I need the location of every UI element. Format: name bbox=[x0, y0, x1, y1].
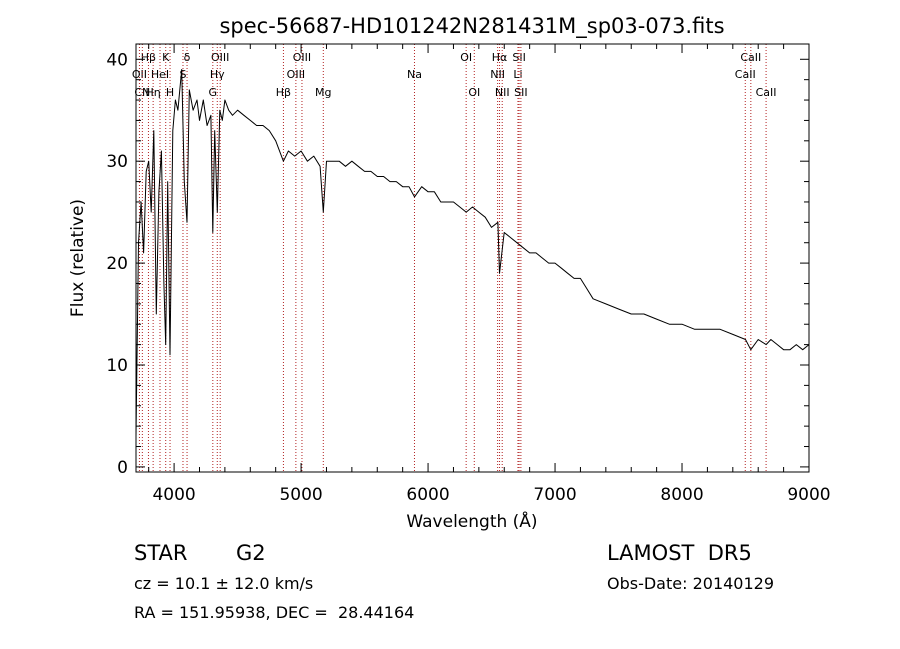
line-marker-label: OI bbox=[468, 86, 480, 99]
y-tick-label: 0 bbox=[117, 458, 128, 478]
line-marker-label: S bbox=[179, 68, 186, 81]
x-tick-label: 4000 bbox=[152, 485, 195, 505]
line-marker-label: SII bbox=[514, 86, 527, 99]
x-tick-label: 9000 bbox=[787, 485, 830, 505]
line-marker-label: OII bbox=[132, 68, 147, 81]
line-marker-label: K bbox=[162, 51, 170, 64]
x-tick-label: 7000 bbox=[533, 485, 576, 505]
survey-release: LAMOST DR5 bbox=[607, 541, 752, 565]
line-marker-label: Hβ bbox=[276, 86, 291, 99]
line-marker-label: Hβ bbox=[141, 51, 156, 64]
spectrum-line bbox=[135, 69, 810, 437]
redshift-readout: cz = 10.1 ± 12.0 km/s bbox=[134, 574, 314, 593]
line-marker-label: CaII bbox=[735, 68, 756, 81]
line-marker-label: SII bbox=[512, 51, 525, 64]
object-class: STAR bbox=[134, 541, 188, 565]
y-tick-label: 40 bbox=[106, 50, 128, 70]
line-marker-label: Hα bbox=[492, 51, 508, 64]
line-marker-label: H bbox=[166, 86, 174, 99]
chart-title: spec-56687-HD101242N281431M_sp03-073.fit… bbox=[219, 14, 724, 39]
line-marker-label: Hη bbox=[146, 86, 161, 99]
y-axis-label: Flux (relative) bbox=[68, 199, 88, 317]
x-tick-label: 5000 bbox=[279, 485, 322, 505]
line-marker-label: δ bbox=[184, 51, 191, 64]
line-marker-label: OIII bbox=[293, 51, 311, 64]
spectrum-series bbox=[135, 69, 810, 437]
line-marker-label: OIII bbox=[287, 68, 305, 81]
line-marker-label: Mg bbox=[315, 86, 331, 99]
line-marker-label: Na bbox=[407, 68, 422, 81]
y-tick-label: 20 bbox=[106, 254, 128, 274]
line-marker-label: HeI bbox=[151, 68, 169, 81]
plot-frame bbox=[135, 43, 810, 473]
x-tick-label: 6000 bbox=[406, 485, 449, 505]
line-marker-label: OIII bbox=[211, 51, 229, 64]
line-marker-label: NII bbox=[495, 86, 510, 99]
observation-date: Obs-Date: 20140129 bbox=[607, 574, 775, 593]
line-marker-label: Li bbox=[513, 68, 522, 81]
spectral-subclass: G2 bbox=[236, 541, 266, 565]
line-marker-label: CaII bbox=[740, 51, 761, 64]
line-marker-label: OI bbox=[460, 51, 472, 64]
axes: 4000 5000 6000 7000 8000 9000 0 10 20 30 40 bbox=[106, 44, 831, 505]
spectral-line-markers: Hβ OII CN K HeI Hη HδS OIII Hγ G Hβ OIII OIII Mg Na OI O… bbox=[132, 44, 777, 472]
y-tick-label: 30 bbox=[106, 152, 128, 172]
line-marker-label: CN bbox=[134, 86, 150, 99]
line-marker-label: NII bbox=[490, 68, 505, 81]
line-marker-label: Hγ bbox=[210, 68, 225, 81]
x-tick-label: 8000 bbox=[660, 485, 703, 505]
line-marker-label: CaII bbox=[756, 86, 777, 99]
y-tick-label: 10 bbox=[106, 356, 128, 376]
sky-coordinates: RA = 151.95938, DEC = 28.44164 bbox=[134, 603, 415, 622]
x-axis-label: Wavelength (Å) bbox=[406, 510, 537, 532]
line-marker-label: G bbox=[209, 86, 218, 99]
